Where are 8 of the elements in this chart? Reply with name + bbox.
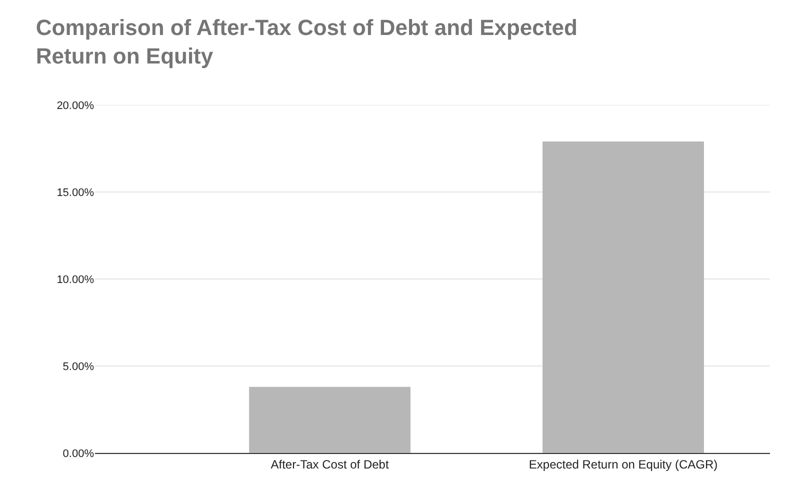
y-tick-label: 10.00% (56, 274, 94, 286)
x-tick-label: After-Tax Cost of Debt (270, 457, 390, 472)
y-tick-label: 0.00% (62, 448, 94, 460)
chart-title: Comparison of After-Tax Cost of Debt and Expected Return on Equity (36, 14, 578, 68)
x-tick-label: Expected Return on Equity (CAGR) (528, 457, 718, 472)
y-tick-label: 5.00% (62, 360, 94, 373)
y-tick-label: 15.00% (56, 186, 94, 199)
y-tick-label: 20.00% (56, 100, 94, 112)
